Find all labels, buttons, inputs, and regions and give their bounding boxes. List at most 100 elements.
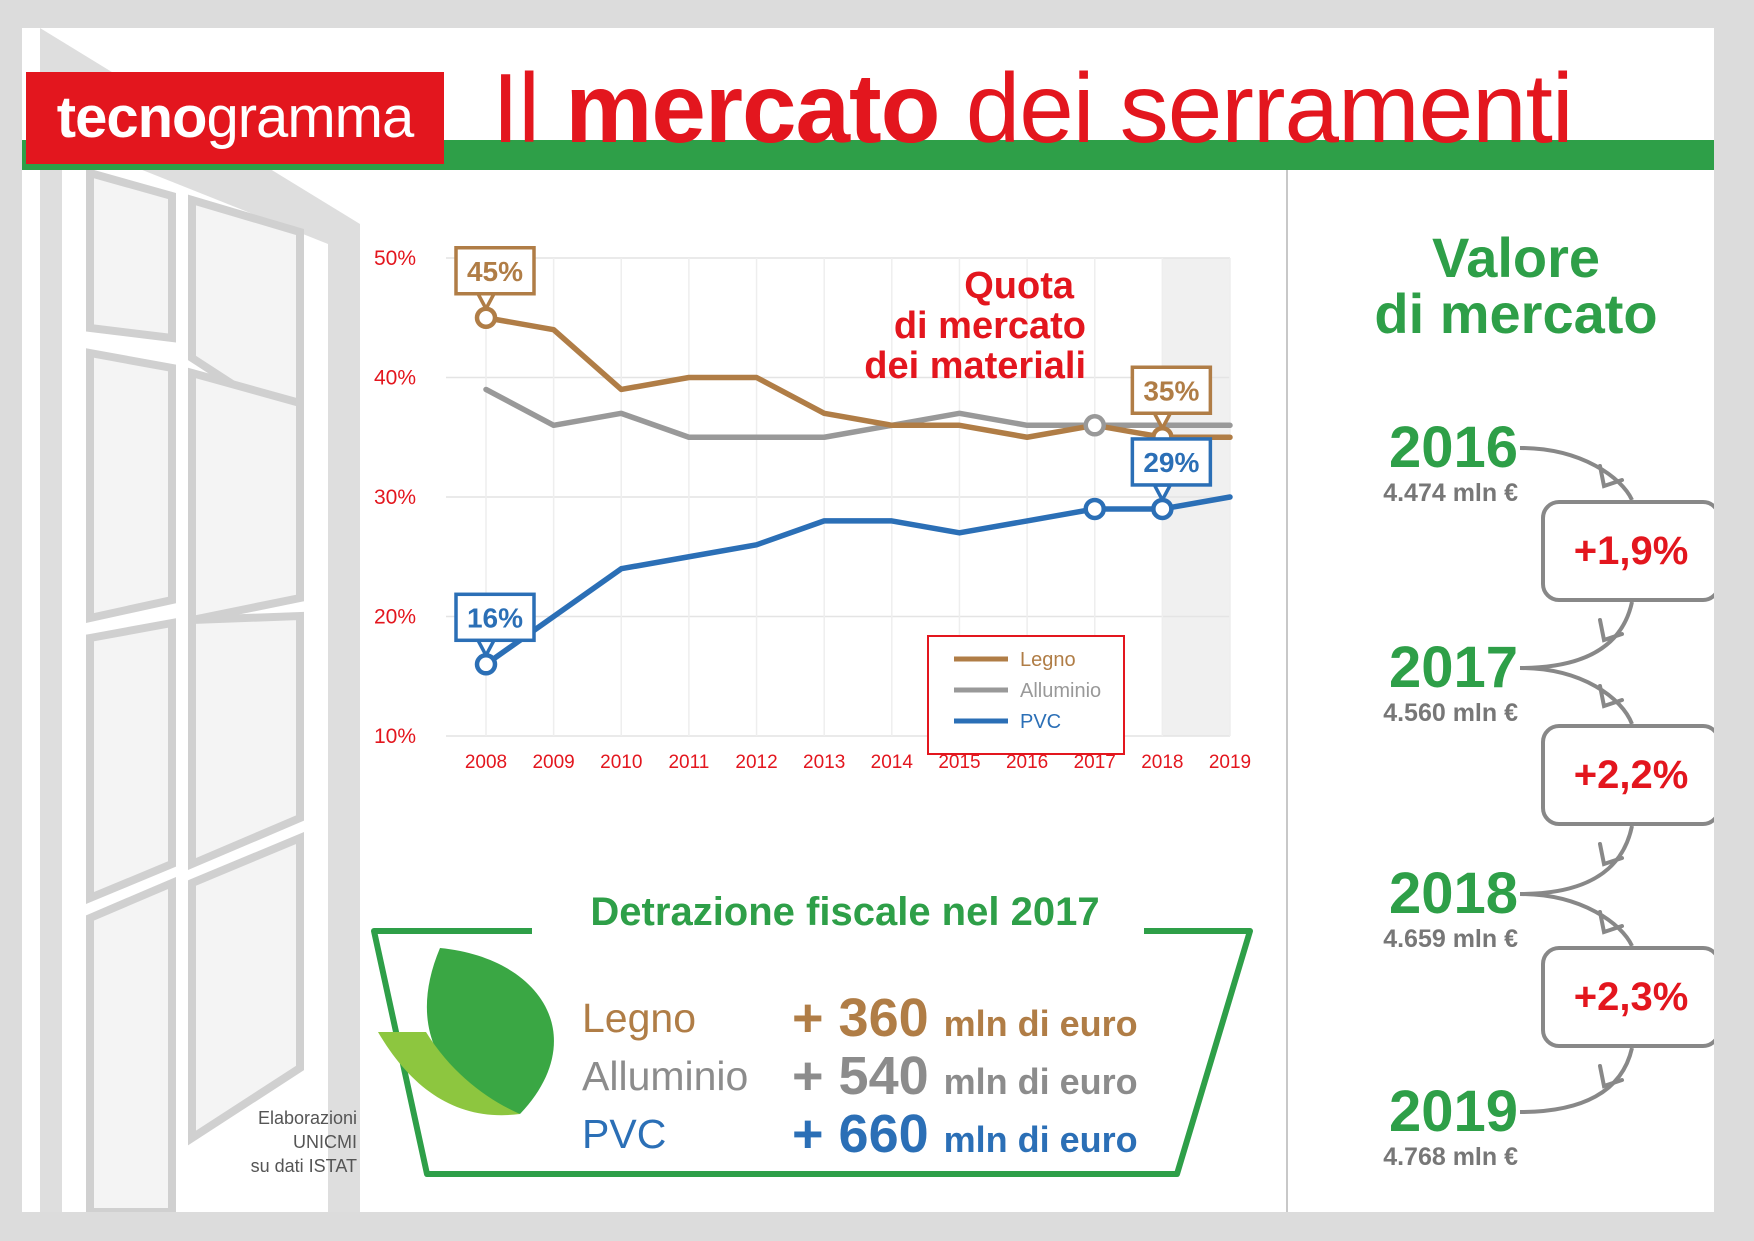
leaf-light-icon	[378, 1032, 520, 1116]
brand-logo: tecnogramma	[26, 72, 444, 164]
arrow-head-icon	[1598, 842, 1624, 867]
arrow-curve	[1519, 666, 1634, 725]
x-tick-label: 2018	[1141, 752, 1183, 773]
market-year: 2017	[1388, 635, 1518, 700]
callout-box	[454, 592, 536, 643]
tax-amount: + 360 mln di euro	[792, 988, 1138, 1054]
value-callout: 45%	[454, 246, 536, 311]
x-tick-label: 2011	[668, 752, 709, 773]
legend-label: PVC	[1020, 711, 1061, 733]
market-share-chart: 50% 40% 30% 20% 10% 2008 2009 2010 2011 2012 2013…	[374, 246, 1251, 773]
tax-material: PVC	[582, 1111, 667, 1157]
market-year: 2016	[1388, 415, 1518, 480]
x-tick-label: 2014	[871, 752, 914, 773]
market-value: 4.474 mln €	[1383, 479, 1518, 507]
tax-material: Alluminio	[582, 1053, 749, 1099]
chart-title-line: di mercato	[894, 305, 1086, 347]
tax-title: Detrazione fiscale nel 2017	[546, 890, 1144, 935]
callout-label: 29%	[1143, 447, 1199, 478]
x-tick-label: 2013	[803, 752, 845, 773]
tax-row: Legno + 360 mln di euro	[582, 988, 1182, 1048]
legend-label: Alluminio	[1020, 680, 1101, 702]
chart-title-line: Quota	[964, 265, 1075, 307]
tax-amount: + 540 mln di euro	[792, 1046, 1138, 1112]
arrow-head-icon	[1598, 910, 1624, 935]
arrow-curve	[1519, 892, 1634, 947]
tax-amount-number: + 660	[792, 1104, 944, 1164]
growth-percent-badge: +2,3%	[1541, 946, 1714, 1048]
market-year: 2018	[1388, 861, 1518, 926]
market-value-title: Valore di mercato	[1296, 230, 1714, 342]
x-tick-label: 2015	[938, 752, 980, 773]
value-callout: 16%	[454, 592, 536, 658]
source-credit: Elaborazioni UNICMI su dati ISTAT	[202, 1106, 357, 1178]
market-value: 4.560 mln €	[1383, 699, 1518, 727]
tax-material: Legno	[582, 995, 697, 1041]
window-pane	[86, 618, 176, 904]
market-title-line: Valore	[1431, 226, 1601, 289]
callout-label: 35%	[1143, 375, 1199, 406]
title-bold: mercato	[565, 53, 940, 163]
tax-amount-number: + 360	[792, 988, 944, 1048]
data-marker	[1083, 414, 1106, 437]
market-value: 4.659 mln €	[1383, 925, 1518, 953]
x-tick-label: 2010	[600, 752, 642, 773]
window-pane	[86, 348, 176, 623]
page-title: Il mercato dei serramenti	[492, 48, 1574, 168]
window-pane	[86, 167, 176, 343]
arrow-curve	[1519, 446, 1634, 501]
chart-title-line: dei materiali	[864, 345, 1086, 387]
credit-line: UNICMI	[293, 1132, 357, 1152]
market-year: 2019	[1388, 1079, 1518, 1144]
window-frame-illustration	[40, 28, 360, 1212]
value-callout: 35%	[1130, 365, 1213, 430]
title-post: dei serramenti	[965, 53, 1574, 163]
growth-percent-badge: +2,2%	[1541, 724, 1714, 826]
callout-box	[454, 246, 536, 296]
series-line-pvc	[483, 494, 1233, 668]
tax-amount-unit: mln di euro	[943, 1061, 1138, 1102]
tax-amount: + 660 mln di euro	[792, 1104, 1138, 1170]
arrow-head-icon	[1598, 618, 1624, 643]
tax-amount-number: + 540	[792, 1046, 944, 1106]
series-line-legno	[483, 315, 1233, 440]
arrow-head-icon	[1598, 1064, 1624, 1089]
x-tick-label: 2016	[1006, 752, 1048, 773]
callout-box	[1130, 437, 1213, 487]
value-callout: 29%	[1130, 437, 1213, 502]
title-pre: Il	[492, 53, 540, 163]
arrow-head-icon	[1598, 684, 1624, 709]
arrow-curve	[1519, 1047, 1634, 1114]
x-tick-label: 2012	[735, 752, 777, 773]
tax-box-illustration	[371, 928, 1253, 1177]
tax-amount-unit: mln di euro	[943, 1003, 1138, 1044]
callout-label: 45%	[467, 256, 523, 287]
arrow-curve	[1519, 601, 1634, 670]
column-divider	[1286, 170, 1288, 1212]
window-pane	[188, 367, 304, 625]
credit-line: Elaborazioni	[257, 1108, 357, 1128]
market-title-line: di mercato	[1374, 282, 1658, 345]
tax-row: Alluminio + 540 mln di euro	[582, 1046, 1182, 1106]
infographic-card: tecnogramma Il mercato dei serramenti 50…	[22, 28, 1714, 1212]
market-value: 4.768 mln €	[1383, 1143, 1518, 1171]
callout-label: 16%	[467, 602, 523, 633]
window-pane	[86, 876, 176, 1212]
x-tick-label: 2009	[532, 752, 574, 773]
x-tick-label: 2008	[465, 752, 507, 773]
brand-text: tecnogramma	[26, 72, 444, 164]
legend-box	[927, 635, 1125, 755]
y-tick-label: 10%	[374, 725, 416, 748]
y-tick-label: 40%	[374, 367, 416, 390]
tax-row: PVC + 660 mln di euro	[582, 1104, 1182, 1164]
growth-percent-badge: +1,9%	[1541, 500, 1714, 602]
data-marker	[1083, 497, 1106, 521]
arrow-curve	[1519, 825, 1634, 896]
callout-box	[1130, 365, 1213, 415]
tax-box-frame	[371, 928, 1253, 1177]
window-pane	[188, 611, 304, 871]
legend-label: Legno	[1020, 649, 1076, 671]
brand-light: gramma	[206, 85, 414, 150]
y-tick-label: 50%	[374, 247, 416, 270]
x-tick-label: 2019	[1209, 752, 1251, 773]
